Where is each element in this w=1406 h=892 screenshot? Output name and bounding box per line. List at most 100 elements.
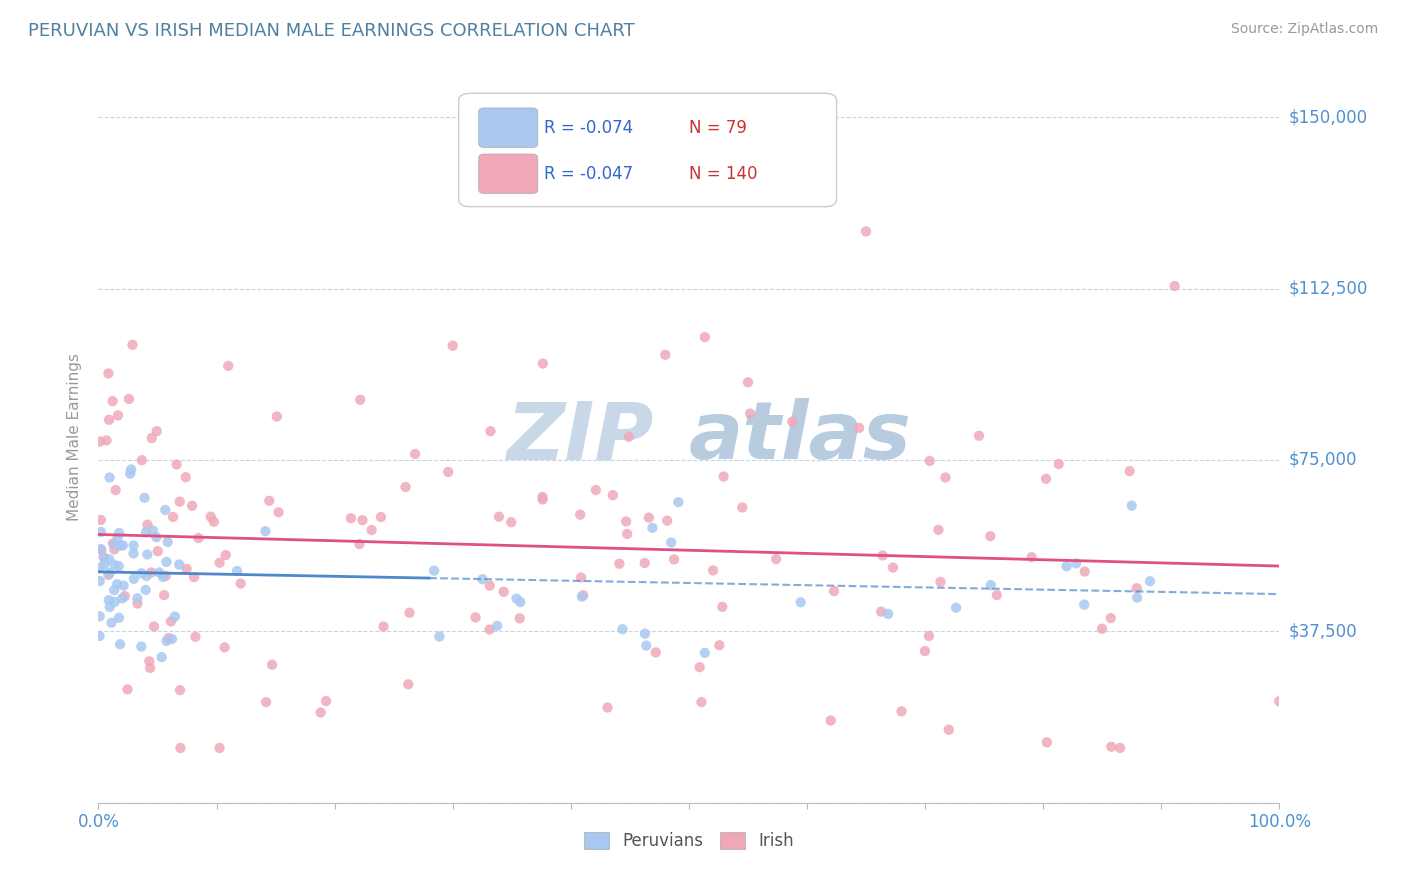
Text: PERUVIAN VS IRISH MEDIAN MALE EARNINGS CORRELATION CHART: PERUVIAN VS IRISH MEDIAN MALE EARNINGS C… <box>28 22 636 40</box>
Point <box>152 570 174 584</box>
Point <box>1118 464 1140 478</box>
Point <box>96 434 118 448</box>
Point <box>636 639 658 653</box>
Point <box>135 525 157 540</box>
Point <box>208 740 231 755</box>
Point <box>927 523 949 537</box>
Point <box>1163 279 1185 293</box>
Text: N = 79: N = 79 <box>689 119 747 136</box>
Point <box>142 524 165 538</box>
Point <box>571 590 593 604</box>
Point <box>731 500 754 515</box>
Point <box>486 619 509 633</box>
Point <box>120 462 142 476</box>
Point <box>166 458 188 472</box>
Point <box>423 564 446 578</box>
Point <box>654 348 676 362</box>
Point <box>97 593 120 607</box>
Point <box>711 599 734 614</box>
Point <box>98 413 121 427</box>
Point <box>93 549 115 564</box>
Point <box>122 546 145 560</box>
Point <box>478 623 501 637</box>
Point <box>139 661 162 675</box>
Point <box>689 660 711 674</box>
Point <box>89 434 111 449</box>
Point <box>257 493 280 508</box>
Point <box>398 606 420 620</box>
Point <box>169 683 191 698</box>
Point <box>141 566 163 580</box>
Point <box>709 638 731 652</box>
Point <box>215 548 238 562</box>
Point <box>877 607 900 621</box>
Point <box>108 611 131 625</box>
Point <box>122 538 145 552</box>
Point <box>823 584 845 599</box>
Point <box>569 570 592 584</box>
Point <box>90 524 112 539</box>
Point <box>737 375 759 389</box>
Point <box>169 740 191 755</box>
Point <box>141 431 163 445</box>
Point <box>309 706 332 720</box>
Point <box>155 503 177 517</box>
Point <box>738 407 761 421</box>
Point <box>103 558 125 572</box>
FancyBboxPatch shape <box>478 108 537 147</box>
Point <box>585 483 607 497</box>
Point <box>129 640 152 654</box>
Point <box>918 629 941 643</box>
Point <box>135 582 157 597</box>
Text: $37,500: $37,500 <box>1289 623 1358 640</box>
Point <box>1125 581 1147 595</box>
Point <box>226 564 249 578</box>
Point <box>1126 591 1149 605</box>
Point <box>659 535 682 549</box>
Point <box>101 394 124 409</box>
Point <box>118 392 141 406</box>
Text: $112,500: $112,500 <box>1289 279 1368 298</box>
Point <box>349 537 371 551</box>
Point <box>634 556 657 570</box>
Point <box>945 600 967 615</box>
Point <box>155 555 177 569</box>
Point <box>131 566 153 581</box>
Point <box>112 579 135 593</box>
Point <box>855 224 877 238</box>
Point <box>254 524 277 538</box>
Point <box>97 367 120 381</box>
Point <box>505 591 527 606</box>
Point <box>98 552 121 566</box>
Point <box>641 521 664 535</box>
Point <box>89 609 111 624</box>
Point <box>1035 472 1057 486</box>
Point <box>111 538 134 552</box>
Text: R = -0.047: R = -0.047 <box>544 165 633 183</box>
Point <box>872 549 894 563</box>
Point <box>1099 611 1122 625</box>
Point <box>394 480 416 494</box>
Point <box>441 338 464 352</box>
Point <box>98 470 121 484</box>
Point <box>136 548 159 562</box>
Point <box>136 517 159 532</box>
Point <box>98 566 121 581</box>
Point <box>135 569 157 583</box>
Point <box>105 577 128 591</box>
Point <box>101 536 124 550</box>
Point <box>890 705 912 719</box>
Point <box>986 588 1008 602</box>
Text: N = 140: N = 140 <box>689 165 758 183</box>
Point <box>340 511 363 525</box>
Point <box>187 531 209 545</box>
Point <box>89 629 111 643</box>
Point <box>464 610 486 624</box>
Point <box>1099 739 1122 754</box>
Point <box>914 644 936 658</box>
Point <box>122 572 145 586</box>
Point <box>1091 622 1114 636</box>
Point <box>200 509 222 524</box>
Point <box>612 622 634 636</box>
Point <box>104 483 127 497</box>
